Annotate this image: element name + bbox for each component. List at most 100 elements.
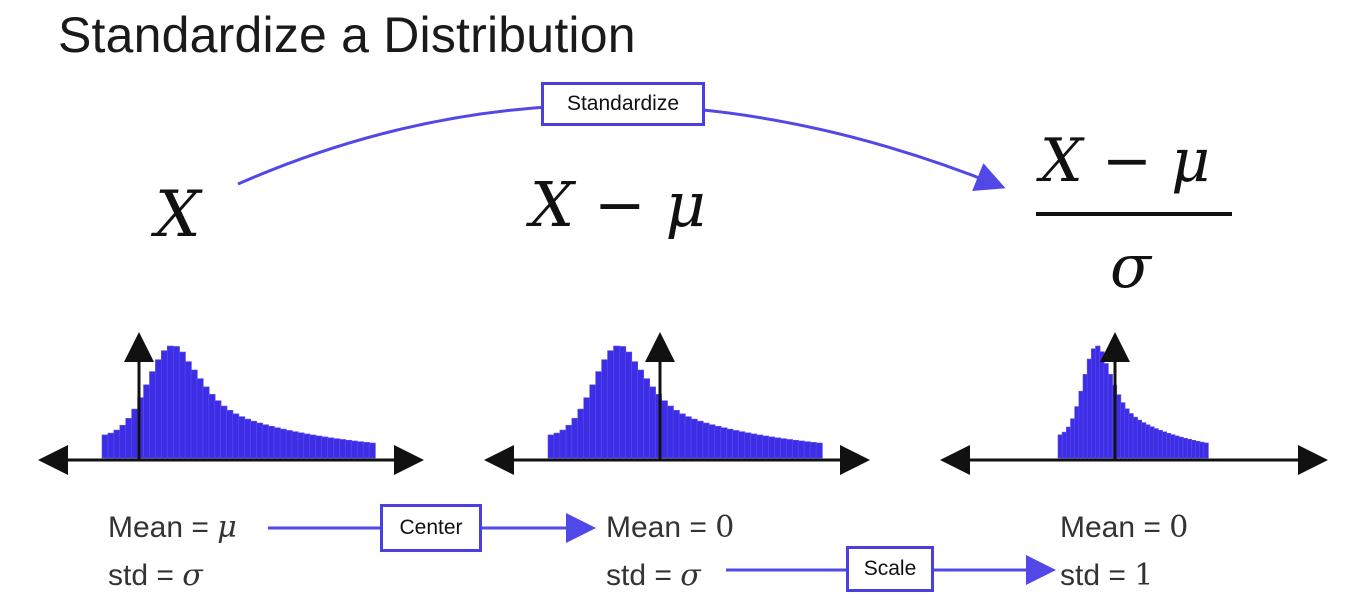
histogram-bar xyxy=(726,428,734,459)
histogram-bar xyxy=(190,369,198,459)
histogram-bar xyxy=(143,384,151,459)
histogram-bar xyxy=(791,439,799,459)
histogram-bar xyxy=(113,429,121,459)
histogram-bar xyxy=(738,431,746,459)
histogram-bar xyxy=(768,436,776,459)
center-label-box: Center xyxy=(380,504,482,552)
stat-mean-centered: Mean = 0 xyxy=(606,510,734,545)
histogram-bar xyxy=(601,359,609,459)
histogram-bar xyxy=(161,350,168,459)
mean-label: Mean = xyxy=(1060,511,1170,544)
histogram-bar xyxy=(637,369,645,459)
histogram-bar xyxy=(803,441,811,459)
histogram-bar xyxy=(714,425,722,459)
histogram-bar xyxy=(107,432,115,459)
histogram-bar xyxy=(666,405,674,459)
histogram-bar xyxy=(613,345,621,459)
histogram-bar xyxy=(149,371,157,459)
histogram-bar xyxy=(732,430,740,459)
mean-label: Mean = xyxy=(108,511,218,544)
histogram-bar xyxy=(779,438,787,459)
histogram-bar xyxy=(166,345,174,459)
std-value: σ xyxy=(182,558,203,593)
histogram-bar xyxy=(583,397,591,459)
histogram-bar xyxy=(155,359,163,459)
histogram-bar xyxy=(815,442,823,459)
std-value: σ xyxy=(680,558,701,593)
histogram-bar xyxy=(279,428,287,459)
histogram-original xyxy=(101,345,376,459)
histogram-bar xyxy=(720,427,728,459)
histogram-bar xyxy=(309,434,317,459)
histogram-bar xyxy=(809,442,817,459)
histogram-bar xyxy=(339,439,347,459)
page-title: Standardize a Distribution xyxy=(58,7,636,63)
stat-std-original: std = σ xyxy=(108,558,203,593)
histogram-standardized xyxy=(1057,345,1209,459)
histogram-bar xyxy=(660,400,668,459)
histogram-bar xyxy=(333,438,341,459)
stat-std-standardized: std = 1 xyxy=(1060,558,1153,593)
histogram-bar xyxy=(131,408,139,459)
histogram-bar xyxy=(642,378,650,459)
histogram-bar xyxy=(125,418,133,459)
histogram-bar xyxy=(684,416,692,459)
histogram-bar xyxy=(327,437,335,459)
stat-mean-standardized: Mean = 0 xyxy=(1060,510,1188,545)
std-label: std = xyxy=(1060,559,1135,592)
histogram-bar xyxy=(368,442,376,459)
histogram-bar xyxy=(172,346,180,459)
histogram-bar xyxy=(321,436,329,459)
std-label: std = xyxy=(606,559,681,592)
fraction-bar xyxy=(1036,212,1232,216)
histogram-bar xyxy=(238,416,246,459)
histogram-bar xyxy=(362,442,370,459)
histogram-bar xyxy=(577,408,585,459)
histogram-bar xyxy=(762,435,770,459)
histogram-bar xyxy=(273,427,281,459)
formula-standardized-denominator: σ xyxy=(1110,232,1151,302)
histogram-bar xyxy=(291,431,299,459)
histogram-bar xyxy=(356,441,364,459)
formula-centered: X − μ xyxy=(530,168,706,241)
histogram-bar xyxy=(202,386,210,459)
histogram-bar xyxy=(619,346,627,459)
std-value: 1 xyxy=(1134,558,1154,593)
scale-label-box: Scale xyxy=(846,546,934,592)
formula-original: X xyxy=(155,178,201,252)
histogram-bar xyxy=(184,361,192,459)
standardize-label-box: Standardize xyxy=(541,82,705,126)
histogram-bar xyxy=(119,424,127,459)
histogram-bar xyxy=(553,432,561,459)
histogram-bar xyxy=(756,434,764,459)
histogram-bar xyxy=(178,351,186,459)
mean-label: Mean = xyxy=(606,511,716,544)
histogram-bar xyxy=(208,394,216,459)
histogram-bar xyxy=(1203,442,1209,459)
histogram-bar xyxy=(214,400,222,459)
histogram-bar xyxy=(255,422,263,459)
histogram-bar xyxy=(696,420,704,459)
histogram-bar xyxy=(648,386,656,459)
histogram-bar xyxy=(785,439,793,459)
histogram-bar xyxy=(678,413,686,459)
histogram-bar xyxy=(589,384,597,459)
histogram-bar xyxy=(565,424,573,459)
mean-value: μ xyxy=(217,510,237,545)
histogram-bar xyxy=(625,351,633,459)
formula-standardized-numerator: X − μ xyxy=(1040,126,1211,196)
histogram-bar xyxy=(267,425,275,459)
histogram-bar xyxy=(196,378,204,459)
histogram-bar xyxy=(547,434,555,459)
mean-value: 0 xyxy=(715,510,735,545)
histogram-bar xyxy=(232,413,240,459)
histogram-bar xyxy=(297,432,305,459)
std-label: std = xyxy=(108,559,183,592)
histogram-bar xyxy=(797,440,805,459)
histogram-bar xyxy=(226,410,234,459)
histogram-bar xyxy=(744,432,752,459)
histogram-centered xyxy=(547,345,823,459)
stat-std-centered: std = σ xyxy=(606,558,701,593)
histogram-bar xyxy=(774,437,782,459)
